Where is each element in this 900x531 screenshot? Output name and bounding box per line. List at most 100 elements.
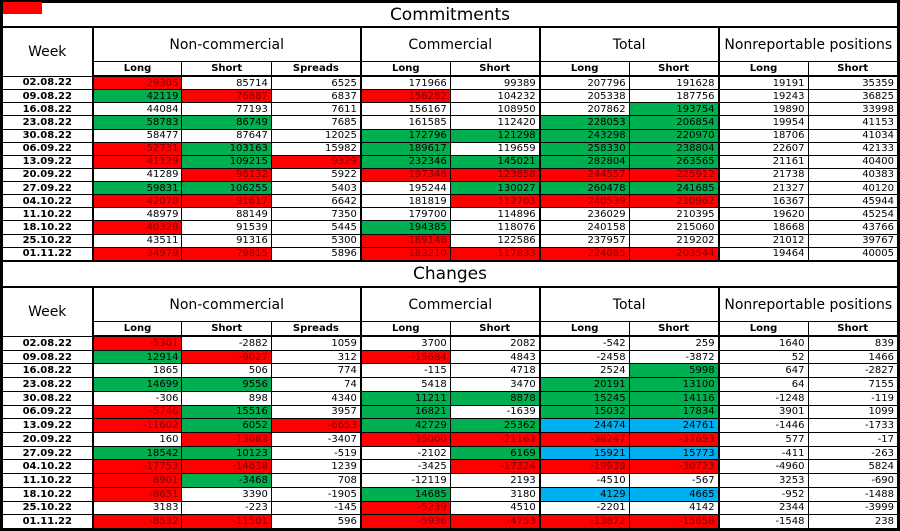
value-cell: 258330 (538, 141, 630, 156)
value-cell: 16367 (717, 194, 809, 209)
value-cell: 58477 (91, 128, 183, 143)
value-cell: 219202 (628, 233, 720, 248)
table-title-row: Changes (2, 261, 898, 288)
value-cell: 24761 (628, 418, 720, 433)
value-cell: 1865 (91, 363, 183, 379)
group-header-row: Week Non-commercial Commercial Total Nonrepo… (2, 26, 898, 77)
changes-table: Changes Week Non-commercial Commercial Tota… (2, 261, 898, 529)
value-cell: 109215 (181, 154, 272, 169)
table-row: 16.08.22 1865 506 774 -115 4718 2524 5998 647 -28… (2, 363, 898, 379)
column-header: Short (449, 61, 541, 77)
table-row: 11.10.22 6901 -3468 708 -12119 2193 -4510 -567 3… (2, 473, 898, 488)
group-header: Non-commercial (91, 286, 362, 322)
value-cell: 5300 (270, 233, 362, 248)
value-cell: 18706 (717, 128, 809, 143)
value-cell: 160 (91, 431, 183, 447)
week-cell: 11.10.22 (2, 473, 93, 488)
value-cell: -38247 (538, 431, 630, 447)
value-cell: 4665 (628, 486, 720, 502)
week-cell: 25.10.22 (2, 233, 93, 248)
value-cell: -4510 (538, 473, 630, 488)
value-cell: -35000 (359, 431, 451, 447)
value-cell: 19464 (717, 246, 809, 262)
value-cell: 6642 (270, 194, 362, 209)
value-cell: 3253 (717, 473, 809, 488)
value-cell: 210395 (628, 207, 720, 222)
table-row: 27.09.22 18542 10123 -519 -2102 6169 15921 1577… (2, 445, 898, 461)
value-cell: 18542 (91, 445, 183, 461)
value-cell: 1466 (807, 349, 898, 365)
table-row: 04.10.22 -17753 -14638 1239 -3425 -17324 -1993… (2, 459, 898, 475)
value-cell: 13100 (628, 377, 720, 392)
column-header: Short (628, 321, 720, 337)
value-cell: 91316 (181, 233, 272, 248)
value-cell: 215060 (628, 220, 720, 235)
column-header: Short (181, 321, 272, 337)
table-row: 30.08.22 -306 898 4340 11211 8878 15245 14116 -1… (2, 390, 898, 406)
table-row: 18.10.22 40328 91539 5445 194385 118076 240158… (2, 220, 898, 235)
column-header: Long (91, 321, 183, 337)
value-cell: 708 (270, 473, 362, 488)
week-cell: 27.09.22 (2, 181, 93, 196)
value-cell: 243298 (538, 128, 630, 143)
table-row: 25.10.22 43511 91316 5300 189146 122586 237957… (2, 233, 898, 248)
value-cell: 156282 (359, 89, 451, 104)
value-cell: -6653 (270, 418, 362, 433)
group-header-row: Week Non-commercial Commercial Total Nonrepo… (2, 286, 898, 337)
value-cell: 21738 (717, 167, 809, 183)
value-cell: 238 (807, 514, 898, 529)
value-cell: 260478 (538, 181, 630, 196)
value-cell: 19243 (717, 89, 809, 104)
value-cell: 79815 (181, 246, 272, 262)
table-row: 04.10.22 42078 91617 6642 181819 112703 240539… (2, 194, 898, 209)
value-cell: 40400 (807, 154, 898, 169)
week-cell: 04.10.22 (2, 194, 93, 209)
value-cell: 52 (717, 349, 809, 365)
value-cell: 181819 (359, 194, 451, 209)
value-cell: 104232 (449, 89, 541, 104)
table-row: 09.08.22 12914 -9027 312 -15684 4843 -2458 -387… (2, 349, 898, 365)
value-cell: 240158 (538, 220, 630, 235)
table-row: 25.10.22 3183 -223 -145 -5239 4510 -2201 4142 23… (2, 500, 898, 516)
value-cell: 40383 (807, 167, 898, 183)
week-cell: 20.09.22 (2, 167, 93, 183)
table-row: 18.10.22 -8651 3390 -1905 14685 3180 4129 4665-… (2, 486, 898, 502)
value-cell: 244557 (538, 167, 630, 183)
column-header: Short (807, 61, 898, 77)
value-cell: 4718 (449, 363, 541, 379)
column-header: Spreads (270, 61, 362, 77)
value-cell: 14116 (628, 390, 720, 406)
value-cell: 2082 (449, 335, 541, 351)
value-cell: 99389 (449, 75, 541, 91)
value-cell: -11602 (91, 418, 183, 433)
value-cell: 236029 (538, 207, 630, 222)
value-cell: -12119 (359, 473, 451, 488)
value-cell: 282804 (538, 154, 630, 169)
table-row: 06.09.22 52731 103163 15982 189617 119659 2583… (2, 141, 898, 156)
week-cell: 30.08.22 (2, 128, 93, 143)
value-cell: -690 (807, 473, 898, 488)
value-cell: 161585 (359, 115, 451, 130)
value-cell: -2458 (538, 349, 630, 365)
value-cell: 45944 (807, 194, 898, 209)
value-cell: -4753 (449, 514, 541, 529)
group-header: Nonreportable positions (717, 26, 898, 62)
value-cell: 45254 (807, 207, 898, 222)
value-cell: 263565 (628, 154, 720, 169)
value-cell: -4960 (717, 459, 809, 475)
value-cell: 77193 (181, 102, 272, 117)
value-cell: 86749 (181, 115, 272, 130)
value-cell: 205338 (538, 89, 630, 104)
value-cell: 117833 (449, 246, 541, 262)
column-header: Short (807, 321, 898, 337)
value-cell: 194385 (359, 220, 451, 235)
week-header: Week (2, 26, 93, 77)
week-cell: 23.08.22 (2, 115, 93, 130)
value-cell: 5403 (270, 181, 362, 196)
group-header: Non-commercial (91, 26, 362, 62)
table-row: 06.09.22 -5746 15516 3957 16821 -1639 15032 178… (2, 404, 898, 420)
value-cell: 19890 (717, 102, 809, 117)
value-cell: 6169 (449, 445, 541, 461)
value-cell: 9329 (270, 154, 362, 169)
value-cell: 112703 (449, 194, 541, 209)
